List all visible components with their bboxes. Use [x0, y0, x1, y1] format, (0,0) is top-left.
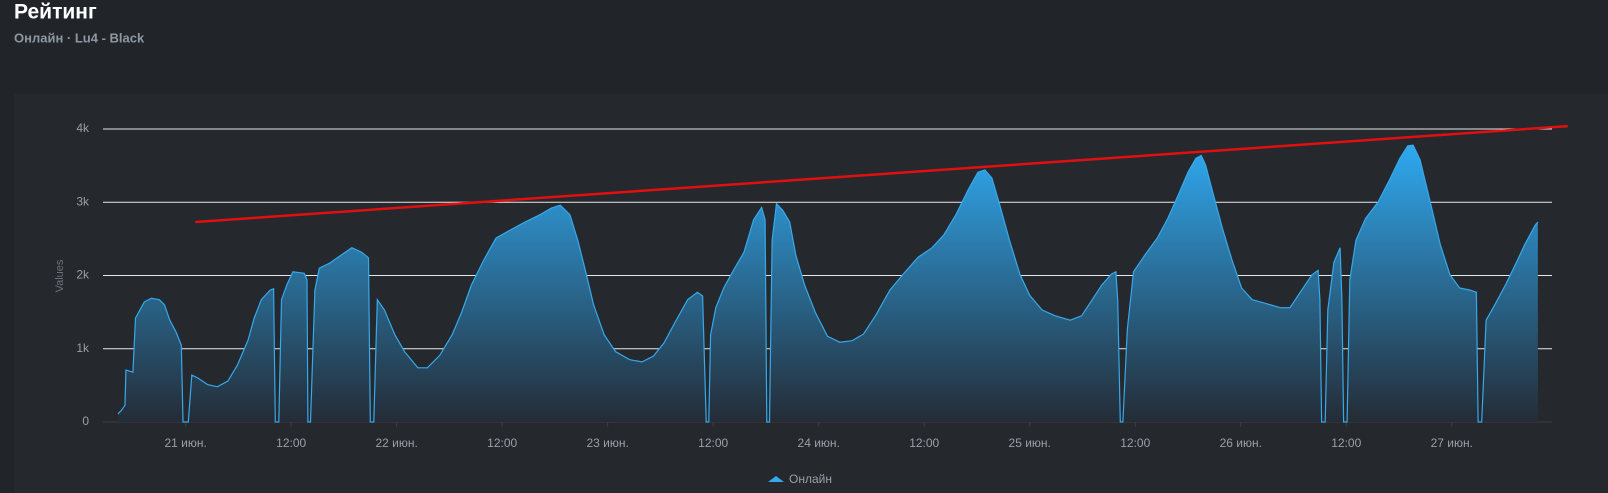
- area-fill: [117, 145, 1538, 422]
- y-tick-label: 2k: [76, 268, 90, 282]
- trend-line: [195, 124, 1568, 224]
- x-tick-label: 12:00: [487, 436, 517, 450]
- x-tick-label: 22 июн.: [375, 436, 417, 450]
- x-tick-label: 27 июн.: [1431, 436, 1473, 450]
- x-tick-label: 24 июн.: [798, 436, 840, 450]
- x-tick-label: 25 июн.: [1009, 436, 1051, 450]
- chart-title: Рейтинг: [14, 1, 97, 24]
- legend-marker: [768, 476, 784, 482]
- legend-label: Онлайн: [789, 472, 832, 486]
- area-line: [117, 144, 1539, 423]
- legend-item[interactable]: Онлайн: [768, 472, 832, 486]
- x-tick-label: 12:00: [698, 436, 728, 450]
- y-tick-label: 1k: [76, 341, 90, 355]
- x-tick-label: 12:00: [1120, 436, 1150, 450]
- x-tick-label: 12:00: [909, 436, 939, 450]
- y-tick-label: 4k: [76, 121, 90, 135]
- y-axis-label: Values: [54, 259, 66, 292]
- x-tick-label: 23 июн.: [587, 436, 629, 450]
- x-tick-label: 12:00: [276, 436, 306, 450]
- x-tick-label: 12:00: [1331, 436, 1361, 450]
- x-tick-label: 21 июн.: [164, 436, 206, 450]
- y-tick-label: 3k: [76, 194, 90, 208]
- x-tick-label: 26 июн.: [1220, 436, 1262, 450]
- chart-subtitle: Онлайн · Lu4 - Black: [14, 30, 145, 45]
- chart-panel: [14, 94, 1608, 493]
- y-tick-label: 0: [82, 414, 89, 428]
